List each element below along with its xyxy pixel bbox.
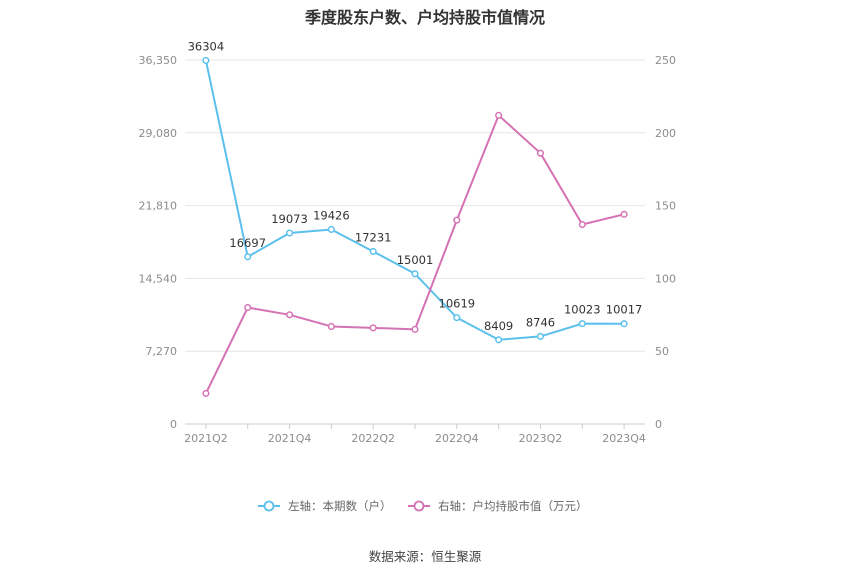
shareholder-count-data-label: 19073 xyxy=(271,212,308,226)
shareholder-count-data-label: 36304 xyxy=(188,39,225,53)
left-axis-tick-label: 29,080 xyxy=(139,127,178,140)
market-value-point xyxy=(411,325,419,333)
shareholder-count-data-label: 16697 xyxy=(229,236,266,250)
right-axis-tick-label: 250 xyxy=(655,54,676,67)
left-axis-tick-label: 7,270 xyxy=(146,345,178,358)
shareholder-count-point xyxy=(536,332,545,340)
shareholder-count-point xyxy=(285,229,294,237)
shareholder-count-data-label: 15001 xyxy=(397,253,434,267)
right-axis-tick-label: 100 xyxy=(655,272,676,285)
shareholder-count-point xyxy=(620,320,628,328)
shareholder-count-data-label: 10023 xyxy=(564,303,601,317)
market-value-point xyxy=(202,389,210,397)
market-value-point xyxy=(578,220,586,229)
shareholder-count-data-label: 17231 xyxy=(355,230,392,244)
legend-marker-icon xyxy=(263,500,275,512)
chart-title: 季度股东户数、户均持股市值情况 xyxy=(304,8,545,27)
market-value-point xyxy=(620,210,628,218)
data-labels: 36304 16697 19073 19426 17231 15001 10619 8409 8… xyxy=(188,39,643,332)
shareholder-count-point xyxy=(202,56,210,65)
left-axis-tick-label: 0 xyxy=(170,418,177,431)
legend-label: 左轴：本期数（户） xyxy=(288,499,392,513)
market-value-point xyxy=(495,111,503,119)
market-value-point xyxy=(453,216,461,224)
shareholder-count-point xyxy=(411,270,419,278)
left-axis-tick-label: 21,810 xyxy=(139,200,178,213)
shareholder-count-point xyxy=(327,225,335,234)
legend-marker-icon xyxy=(413,500,425,512)
shareholder-count-data-label: 8409 xyxy=(484,319,513,333)
shareholder-count-point xyxy=(244,253,252,261)
shareholder-count-data-label: 10017 xyxy=(606,303,643,317)
legend-label: 右轴：户均持股市值（万元） xyxy=(438,499,588,513)
shareholder-count-data-label: 8746 xyxy=(526,315,555,329)
market-value-point xyxy=(285,311,294,319)
x-axis-tick-label: 2022Q4 xyxy=(435,432,479,445)
left-axis-tick-label: 36,350 xyxy=(139,54,178,67)
shareholder-count-point xyxy=(369,247,377,256)
x-axis-tick-label: 2021Q2 xyxy=(184,432,228,445)
left-axis-tick-label: 14,540 xyxy=(139,272,178,285)
shareholder-count-point xyxy=(453,314,461,322)
shareholder-count-line xyxy=(204,60,625,341)
shareholder-count-data-label: 10619 xyxy=(439,297,476,311)
shareholder-count-point xyxy=(578,320,586,328)
x-axis-tick-label: 2023Q4 xyxy=(602,432,646,445)
shareholder-count-data-label: 19426 xyxy=(313,208,350,222)
shareholder-count-point xyxy=(495,336,503,344)
legend-item: 左轴：本期数（户） xyxy=(258,499,392,513)
market-value-point xyxy=(536,149,545,157)
x-axis-tick-label: 2021Q4 xyxy=(268,432,312,445)
source-note: 数据来源：恒生聚源 xyxy=(368,549,482,564)
market-value-point xyxy=(369,324,377,332)
x-axis-tick-label: 2022Q2 xyxy=(351,432,395,445)
legend-item: 右轴：户均持股市值（万元） xyxy=(408,499,588,513)
market-value-point xyxy=(327,322,335,330)
right-axis-tick-label: 150 xyxy=(655,200,676,213)
x-axis-tick-label: 2023Q2 xyxy=(519,432,563,445)
legend: 左轴：本期数（户） 右轴：户均持股市值（万元） xyxy=(258,499,588,513)
axes: 0 0 7,270 50 14,540 100 21,810 150 29,080 200 36,3… xyxy=(139,54,677,445)
market-value-point xyxy=(244,303,252,312)
right-axis-tick-label: 200 xyxy=(655,127,676,140)
right-axis-tick-label: 50 xyxy=(655,345,669,358)
right-axis-tick-label: 0 xyxy=(655,418,662,431)
series xyxy=(202,56,628,397)
